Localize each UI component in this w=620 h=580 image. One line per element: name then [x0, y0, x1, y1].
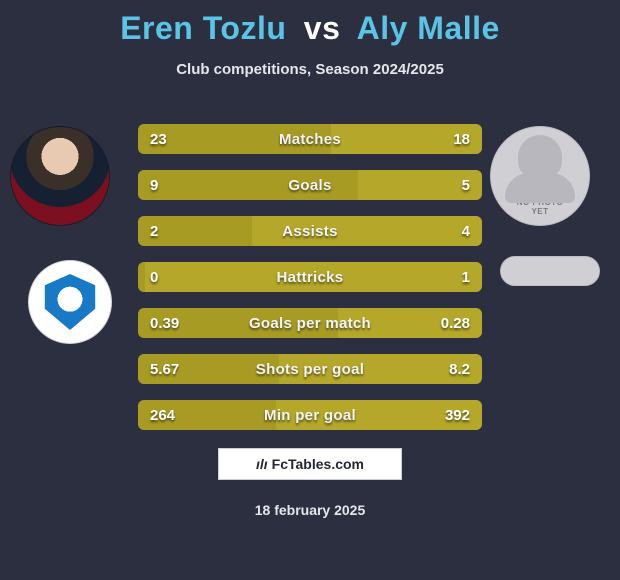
stat-label: Matches	[138, 124, 482, 154]
stat-value-left: 23	[150, 124, 167, 154]
title-vs: vs	[304, 10, 341, 46]
stat-value-left: 0.39	[150, 308, 179, 338]
stat-value-right: 18	[453, 124, 470, 154]
stat-label: Shots per goal	[138, 354, 482, 384]
stat-label: Goals	[138, 170, 482, 200]
stat-row: Matches23 18	[138, 124, 482, 154]
stat-bars: Matches23 18 Goals9 5 Assists2 4 Hattricks0 1 Go…	[138, 124, 482, 446]
stat-value-right: 5	[462, 170, 470, 200]
stat-label: Hattricks	[138, 262, 482, 292]
player1-photo	[10, 126, 110, 226]
brand-text: FcTables.com	[272, 456, 364, 472]
stat-value-left: 9	[150, 170, 158, 200]
title-player2: Aly Malle	[357, 10, 500, 46]
brand-icon: ılı	[256, 456, 268, 472]
stat-value-right: 8.2	[449, 354, 470, 384]
club-badge-icon	[42, 274, 98, 330]
player2-club-badge	[500, 256, 600, 286]
subtitle: Club competitions, Season 2024/2025	[0, 61, 620, 78]
stat-value-right: 392	[445, 400, 470, 430]
stat-value-left: 5.67	[150, 354, 179, 384]
stat-value-right: 4	[462, 216, 470, 246]
stat-row: Assists2 4	[138, 216, 482, 246]
brand-box: ılı FcTables.com	[218, 448, 402, 480]
stat-label: Goals per match	[138, 308, 482, 338]
page-title: Eren Tozlu vs Aly Malle	[0, 0, 620, 47]
stat-label: Min per goal	[138, 400, 482, 430]
date-text: 18 february 2025	[0, 502, 620, 518]
stat-value-right: 0.28	[441, 308, 470, 338]
player1-club-badge	[28, 260, 112, 344]
stat-row: Goals9 5	[138, 170, 482, 200]
stat-row: Shots per goal5.67 8.2	[138, 354, 482, 384]
stat-label: Assists	[138, 216, 482, 246]
stat-value-left: 0	[150, 262, 158, 292]
player2-photo-placeholder: NO PHOTO YET	[490, 126, 590, 226]
silhouette-icon	[518, 135, 562, 179]
title-player1: Eren Tozlu	[120, 10, 286, 46]
stat-value-left: 2	[150, 216, 158, 246]
stat-row: Hattricks0 1	[138, 262, 482, 292]
no-photo-line2: YET	[517, 208, 564, 217]
stat-value-right: 1	[462, 262, 470, 292]
stat-row: Goals per match0.39 0.28	[138, 308, 482, 338]
stat-value-left: 264	[150, 400, 175, 430]
stat-row: Min per goal264 392	[138, 400, 482, 430]
